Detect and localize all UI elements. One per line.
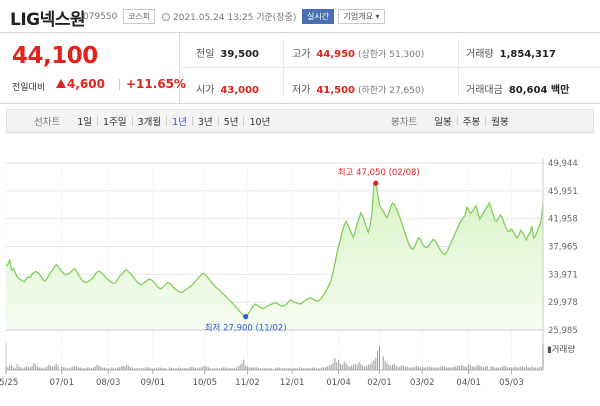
low-value: 41,500 — [316, 85, 355, 96]
divider — [119, 79, 120, 90]
stock-header: LIG넥스원 079550 코스피 2021.05.24 13:25 기준(장중… — [0, 0, 600, 32]
y-tick-label: 41,958 — [548, 215, 578, 225]
tab-monthly[interactable]: 월봉 — [491, 117, 509, 128]
change-amount: 4,600 — [67, 77, 105, 91]
tab-weekly[interactable]: 주봉 — [462, 117, 481, 128]
chart-period-tabs: 선차트 1일 1주일 3개월 1년 3년 5년 10년 봉차트 일봉 주봉 월봉 — [6, 109, 594, 133]
candle-chart-label: 봉차트 — [391, 117, 418, 128]
x-tick-label: 12/01 — [280, 378, 305, 388]
low-price: 저가 41,500 (하한가 27,650) — [292, 81, 424, 96]
change-label: 전일대비 — [12, 83, 46, 93]
col-divider — [458, 39, 459, 97]
tab-divider — [217, 116, 219, 126]
high-annotation: 최고 47,050 (02/08) — [338, 167, 420, 178]
tab-divider — [131, 116, 133, 126]
realtime-button[interactable]: 실시간 — [302, 9, 334, 24]
prev-close: 전일 39,500 — [196, 45, 259, 60]
volume: 거래량 1,854,317 — [466, 45, 556, 60]
y-tick-label: 45,951 — [548, 187, 578, 197]
x-tick-label: 11/02 — [235, 378, 260, 388]
price-line — [5, 181, 544, 318]
lower-limit: (하한가 27,650) — [358, 86, 425, 96]
tab-3m[interactable]: 3개월 — [137, 117, 162, 128]
timestamp: 2021.05.24 13:25 기준(장중) — [162, 10, 296, 23]
y-tick-label: 25,985 — [548, 326, 578, 336]
change-value: 4,600 — [56, 77, 105, 91]
stock-name: LIG넥스원 — [10, 10, 86, 30]
open-label: 시가 — [196, 85, 215, 96]
up-triangle-icon — [56, 79, 66, 88]
current-price-panel: 44,100 전일대비 4,600 +11.65% — [0, 33, 186, 103]
volume-value: 1,854,317 — [499, 49, 556, 60]
volume-label: 거래량 — [466, 49, 494, 60]
x-tick-label: 05/03 — [499, 378, 524, 388]
amount-value: 80,604 백만 — [508, 85, 570, 96]
amount-label: 거래대금 — [466, 85, 503, 96]
stock-code: 079550 — [83, 12, 118, 22]
low-label: 저가 — [292, 85, 311, 96]
x-tick-label: 05/25 — [0, 378, 18, 388]
volume-label: ▮거래량 — [547, 344, 575, 355]
trade-amount: 거래대금 80,604 백만 — [466, 81, 569, 96]
tab-5y[interactable]: 5년 — [223, 117, 239, 128]
tab-10y[interactable]: 10년 — [249, 117, 271, 128]
tab-3y[interactable]: 3년 — [197, 117, 213, 128]
row-divider — [180, 67, 600, 68]
current-price: 44,100 — [12, 43, 98, 69]
clock-icon — [162, 13, 170, 21]
tab-divider — [97, 116, 99, 126]
x-tick-label: 10/05 — [193, 378, 218, 388]
x-tick-label: 01/04 — [326, 378, 351, 388]
low-marker — [243, 314, 249, 320]
high-marker — [373, 180, 379, 186]
x-tick-label: 09/01 — [141, 378, 166, 388]
tab-1d[interactable]: 1일 — [77, 117, 93, 128]
change-percent: +11.65% — [126, 77, 187, 91]
timestamp-text: 2021.05.24 13:25 기준(장중) — [173, 13, 297, 23]
high-price: 고가 44,950 (상한가 51,300) — [292, 45, 424, 60]
candle-chart-tabs: 봉차트 일봉 주봉 월봉 — [391, 110, 514, 132]
upper-limit: (상한가 51,300) — [358, 50, 425, 60]
tab-divider — [485, 116, 487, 126]
line-chart-label: 선차트 — [34, 117, 61, 128]
price-chart-svg[interactable]: 49,944 45,951 41,958 37,965 33,971 29,978 25,9… — [0, 140, 600, 406]
high-value: 44,950 — [316, 49, 355, 60]
x-tick-label: 08/03 — [96, 378, 121, 388]
tab-divider — [456, 116, 458, 126]
high-label: 고가 — [292, 49, 311, 60]
y-tick-label: 33,971 — [548, 270, 578, 280]
prev-close-value: 39,500 — [220, 49, 259, 60]
low-annotation: 최저 27,900 (11/02) — [205, 323, 287, 334]
y-tick-label: 29,978 — [548, 298, 578, 308]
x-tick-label: 07/01 — [49, 378, 74, 388]
corp-overview-dropdown[interactable]: 기업개요 ▾ — [338, 9, 385, 24]
tab-divider — [166, 116, 168, 126]
x-tick-label: 04/01 — [456, 378, 481, 388]
tab-daily[interactable]: 일봉 — [434, 117, 452, 128]
open-value: 43,000 — [220, 85, 259, 96]
x-tick-label: 02/01 — [367, 378, 392, 388]
price-area — [6, 183, 543, 330]
line-chart-tabs: 선차트 1일 1주일 3개월 1년 3년 5년 10년 — [34, 110, 275, 132]
market-badge: 코스피 — [123, 9, 155, 24]
x-tick-label: 03/02 — [410, 378, 435, 388]
col-divider — [283, 39, 284, 97]
tab-divider — [243, 116, 245, 126]
open-price: 시가 43,000 — [196, 81, 259, 96]
prev-close-label: 전일 — [196, 49, 215, 60]
y-tick-label: 37,965 — [548, 242, 578, 252]
tab-divider — [191, 116, 193, 126]
tab-1w[interactable]: 1주일 — [103, 117, 127, 128]
price-summary: 44,100 전일대비 4,600 +11.65% 전일 39,500 고가 44,… — [0, 32, 600, 104]
y-tick-label: 49,944 — [548, 159, 578, 169]
tab-1y[interactable]: 1년 — [172, 117, 187, 128]
price-chart[interactable]: 49,944 45,951 41,958 37,965 33,971 29,978 25,9… — [0, 140, 600, 406]
